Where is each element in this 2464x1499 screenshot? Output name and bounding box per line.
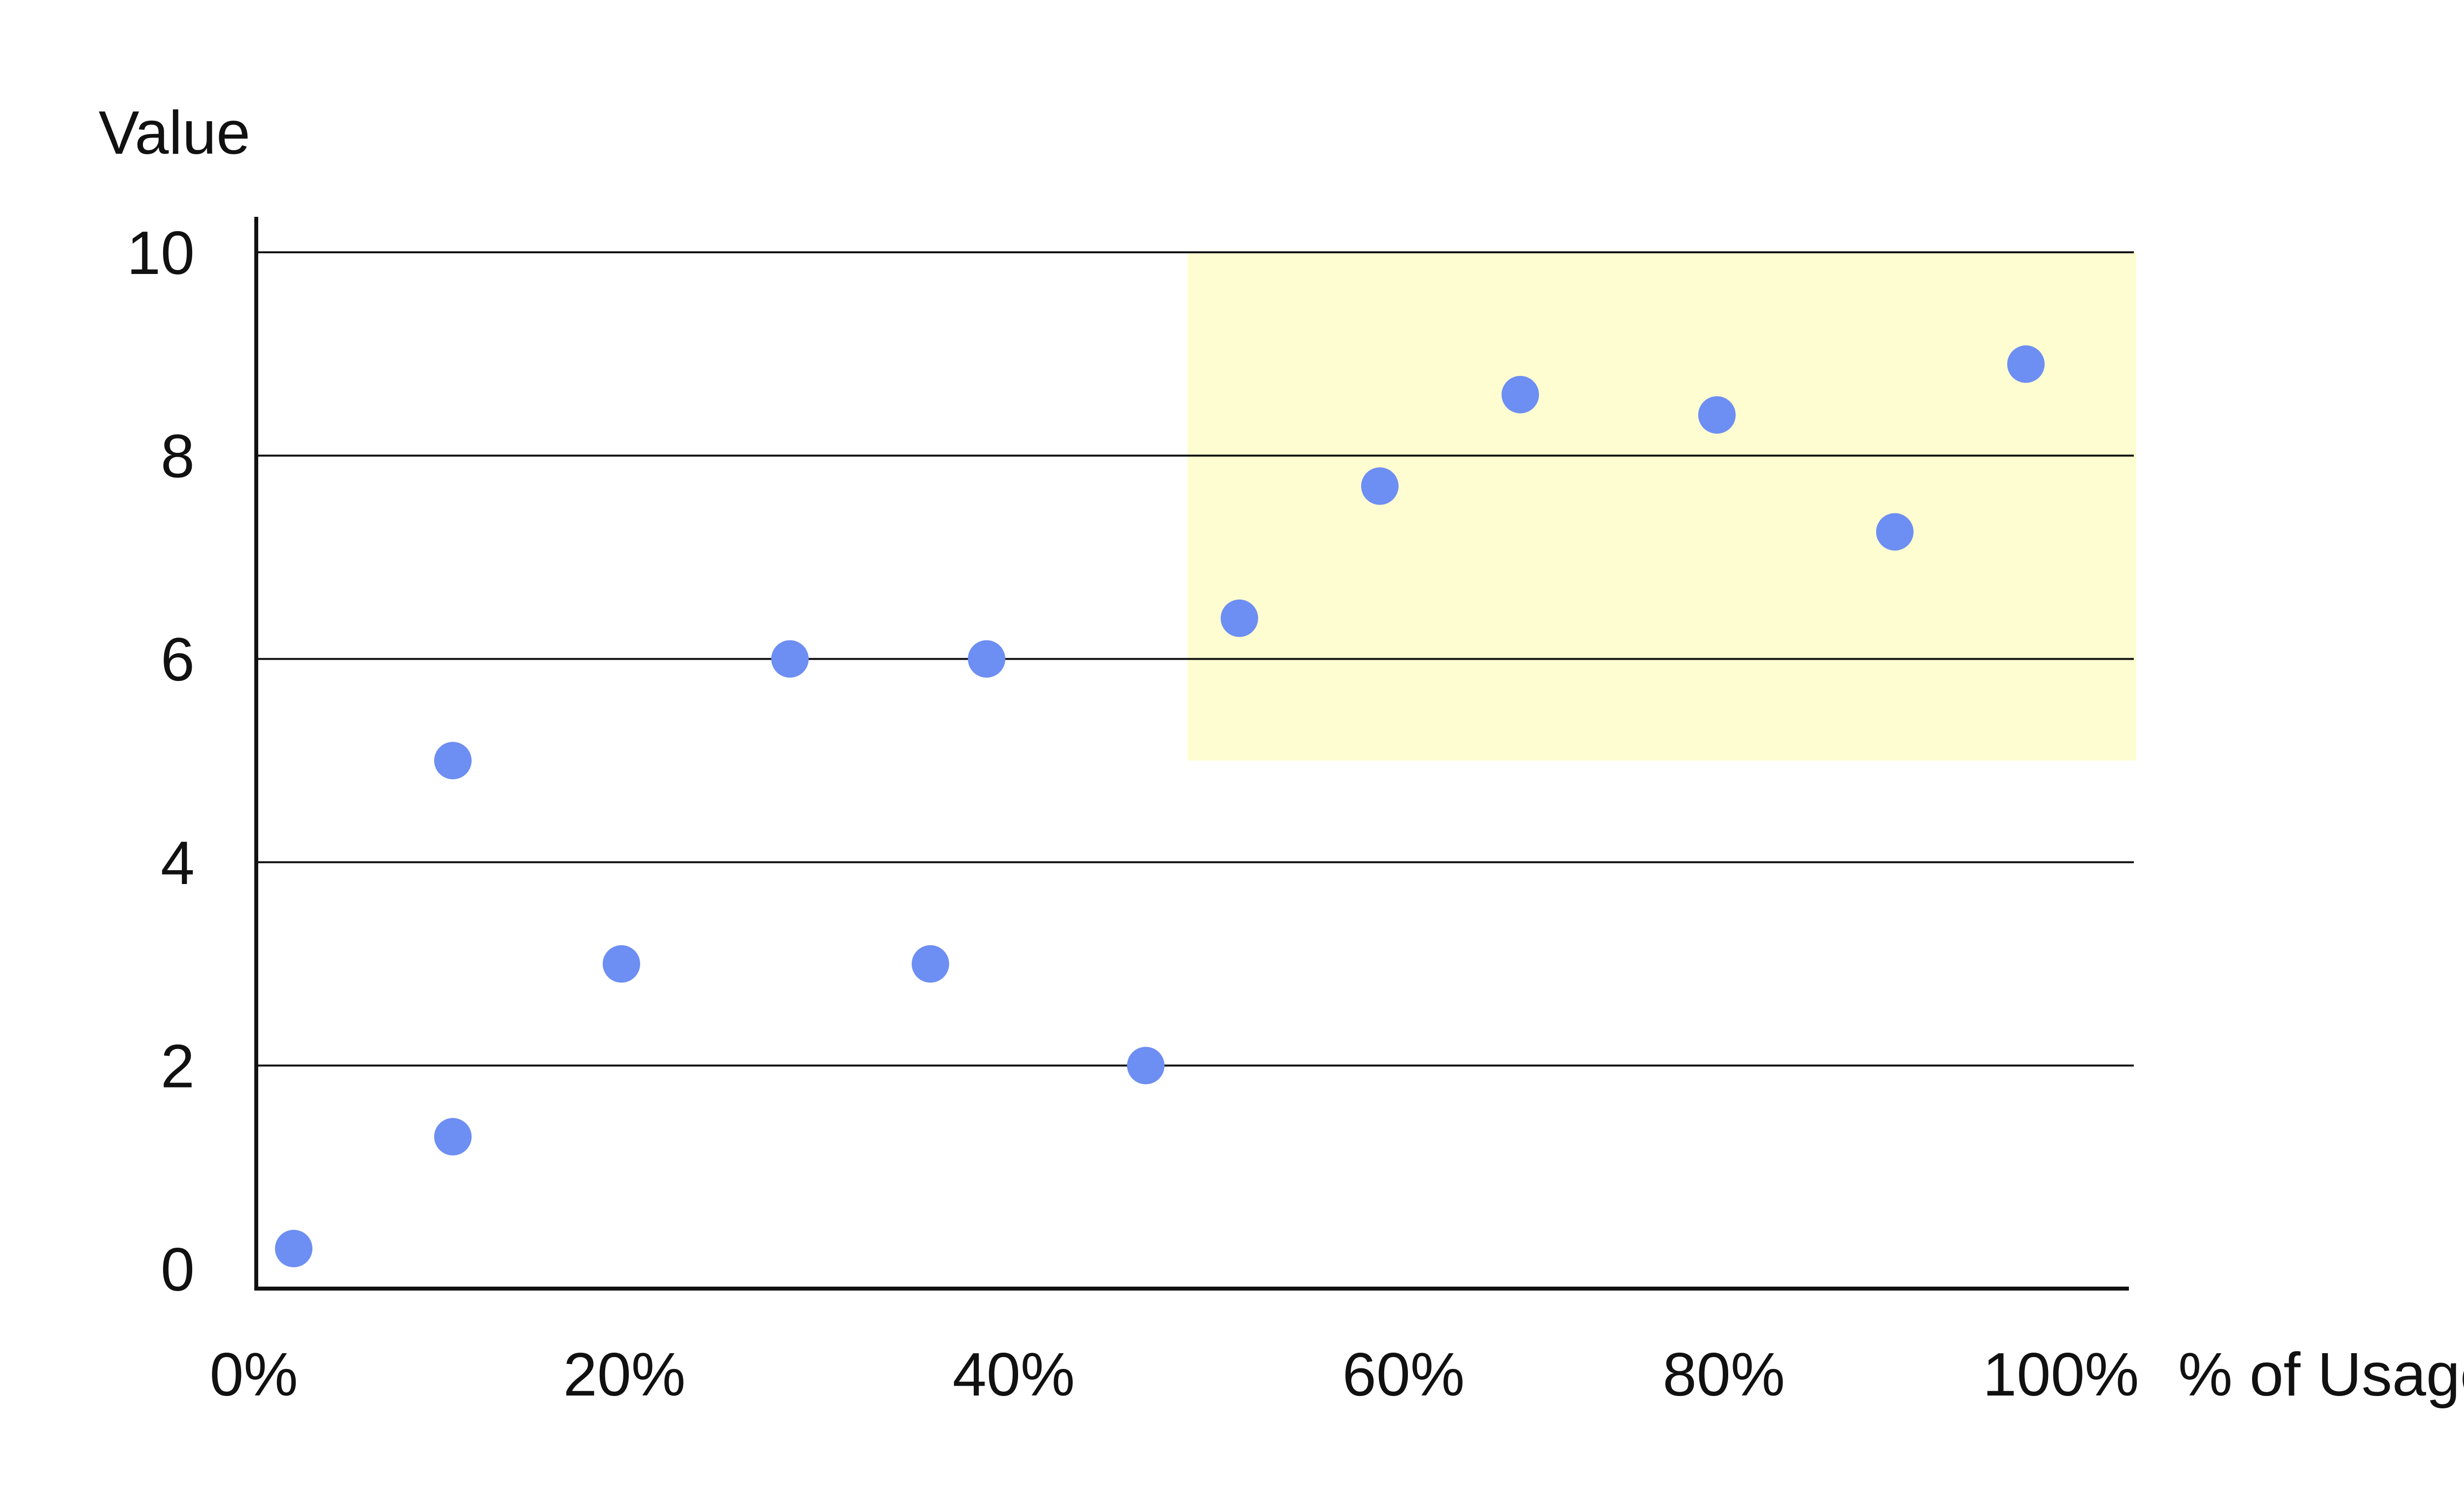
y-tick-label: 10	[127, 219, 195, 287]
data-point	[771, 640, 809, 678]
data-point	[1221, 599, 1258, 637]
y-tick-label: 0	[161, 1236, 195, 1304]
data-point	[1502, 375, 1539, 413]
x-tick-label: 40%	[953, 1341, 1075, 1409]
y-axis-title: Value	[99, 99, 250, 167]
x-tick-labels: 0% 20% 40% 60% 80% 100%	[209, 1341, 2139, 1409]
data-point	[434, 1118, 472, 1156]
x-tick-label: 20%	[563, 1341, 685, 1409]
x-axis-title: % of Usage	[2178, 1341, 2464, 1409]
y-tick-labels: 0 2 4 6 8 10	[127, 219, 195, 1304]
y-tick-label: 8	[161, 423, 195, 491]
data-point	[968, 640, 1005, 678]
data-points	[275, 345, 2045, 1267]
y-tick-label: 4	[161, 829, 195, 897]
data-point	[1361, 467, 1399, 505]
x-tick-label: 0%	[209, 1341, 298, 1409]
y-tick-label: 2	[161, 1032, 195, 1100]
x-tick-label: 80%	[1663, 1341, 1785, 1409]
data-point	[912, 945, 949, 983]
data-point	[1698, 396, 1736, 434]
data-point	[603, 945, 640, 983]
data-point	[275, 1229, 312, 1267]
x-tick-label: 100%	[1983, 1341, 2139, 1409]
y-tick-label: 6	[161, 626, 195, 694]
data-point	[2007, 345, 2045, 383]
highlight-region	[1188, 252, 2136, 761]
x-tick-label: 60%	[1342, 1341, 1465, 1409]
data-point	[1127, 1047, 1164, 1085]
data-point	[1876, 513, 1914, 551]
grid-lines	[256, 251, 2134, 1067]
data-point	[434, 742, 472, 780]
